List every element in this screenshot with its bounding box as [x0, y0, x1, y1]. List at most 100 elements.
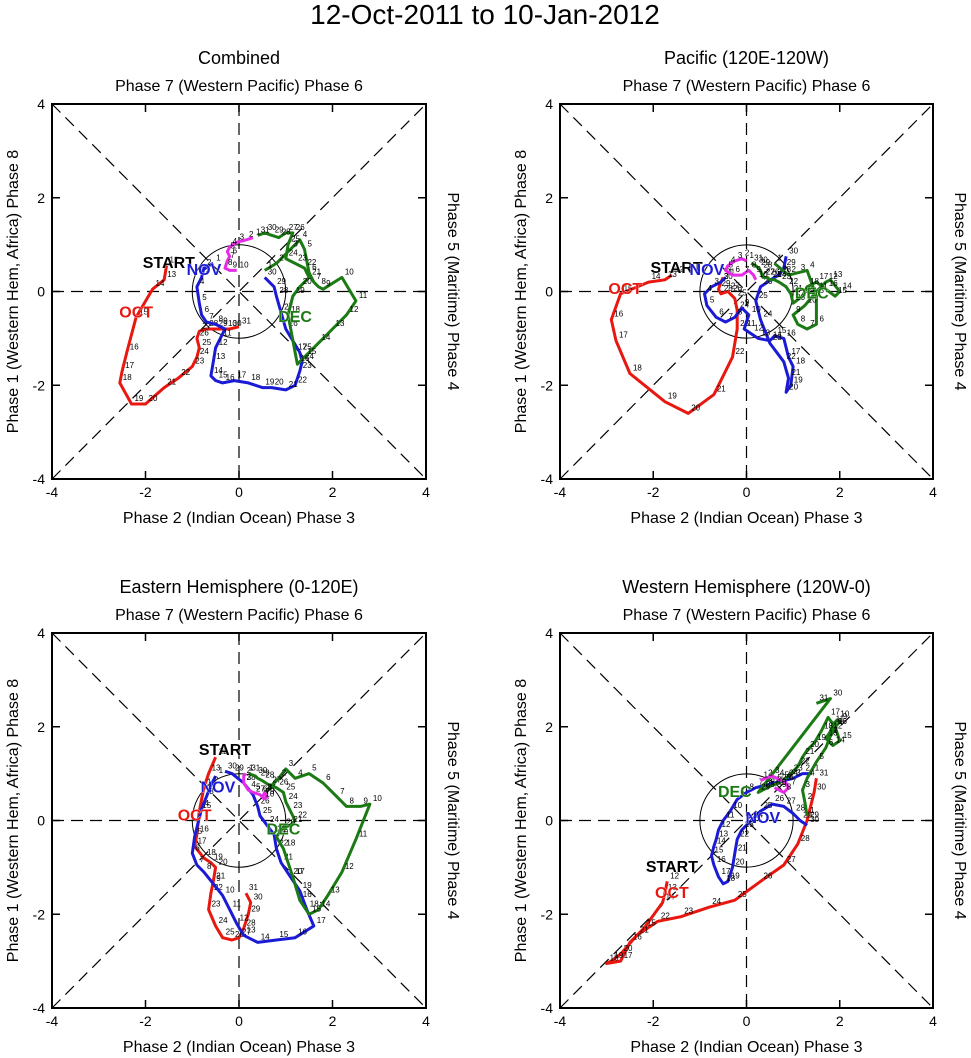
day-label: 15 — [312, 904, 321, 913]
day-label: 9 — [270, 787, 275, 796]
day-label: 28 — [724, 284, 733, 293]
day-label: 20 — [810, 740, 819, 749]
trajectory-oct — [605, 778, 818, 965]
day-label: 28 — [801, 834, 810, 843]
day-label: 8 — [787, 782, 792, 791]
panel-title: Eastern Hemisphere (0-120E) — [119, 577, 358, 597]
day-label: 10 — [733, 801, 742, 810]
bottom-axis-label: Phase 2 (Indian Ocean) Phase 3 — [630, 510, 862, 527]
y-tick-label: -2 — [541, 377, 554, 393]
x-tick-label: -4 — [554, 484, 567, 500]
day-label: 17 — [198, 836, 207, 845]
day-label: 9 — [233, 260, 238, 269]
day-label: 19 — [296, 286, 305, 295]
day-label: 15 — [219, 371, 228, 380]
day-label: 16 — [838, 717, 847, 726]
day-label: 29 — [761, 258, 770, 267]
day-label: 6 — [205, 305, 210, 314]
day-label: 15 — [715, 846, 724, 855]
day-label: 26 — [733, 284, 742, 293]
day-label: 22 — [181, 368, 190, 377]
day-label: 23 — [293, 801, 302, 810]
panel-title: Combined — [198, 48, 280, 68]
day-label: 26 — [763, 277, 772, 286]
day-label: 17 — [831, 707, 840, 716]
day-label: 22 — [740, 829, 749, 838]
day-label: 8 — [801, 314, 806, 323]
day-label: 12 — [829, 272, 838, 281]
day-label: 17 — [296, 867, 305, 876]
day-label: 31 — [726, 267, 735, 276]
day-label: 4 — [251, 780, 256, 789]
day-label: 16 — [300, 354, 309, 363]
day-label: 28 — [763, 260, 772, 269]
month-label-nov: NOV — [745, 810, 780, 827]
day-label: 26 — [770, 267, 779, 276]
y-tick-label: 4 — [37, 96, 45, 112]
day-label: 25 — [738, 289, 747, 298]
day-label: 2 — [724, 272, 729, 281]
day-label: 2 — [805, 764, 810, 773]
x-tick-label: -4 — [46, 484, 59, 500]
panel-3: Eastern Hemisphere (0-120E) Phase 7 (West… — [5, 577, 461, 1056]
day-label: 18 — [291, 305, 300, 314]
day-label: 7 — [833, 726, 838, 735]
month-label-start: START — [199, 742, 251, 759]
day-label: 13 — [331, 886, 340, 895]
day-label: 31 — [754, 253, 763, 262]
day-label: 2 — [808, 792, 813, 801]
day-label: 17 — [619, 331, 628, 340]
day-label: 19 — [794, 375, 803, 384]
day-label: 24 — [712, 897, 721, 906]
day-label: 19 — [614, 951, 623, 960]
day-label: 20 — [293, 867, 302, 876]
day-label: 14 — [214, 366, 223, 375]
day-label: 23 — [212, 900, 221, 909]
day-label: 8 — [350, 796, 355, 805]
day-label: 26 — [289, 319, 298, 328]
day-label: 29 — [275, 225, 284, 234]
phase-divider-diagonal — [51, 632, 427, 1009]
day-label: 20 — [736, 857, 745, 866]
day-label: 4 — [731, 256, 736, 265]
left-axis-label: Phase 1 (Western Hem, Africa) Phase 8 — [513, 150, 530, 433]
day-label: 6 — [768, 775, 773, 784]
day-label: 2 — [745, 249, 750, 258]
day-label: 25 — [202, 338, 211, 347]
day-label: 19 — [134, 394, 143, 403]
day-label: 2 — [214, 775, 219, 784]
day-label: 3 — [805, 780, 810, 789]
day-label: 28 — [782, 265, 791, 274]
day-label: 2 — [791, 265, 796, 274]
day-label: 11 — [223, 328, 232, 337]
day-label: 27 — [256, 785, 265, 794]
x-tick-label: 2 — [836, 1013, 844, 1029]
day-label: 13 — [336, 319, 345, 328]
day-label: 1 — [249, 764, 254, 773]
trajectory-oct — [118, 265, 240, 406]
day-label: 28 — [265, 771, 274, 780]
day-label: 29 — [810, 811, 819, 820]
day-label: 3 — [715, 277, 720, 286]
day-label: 25 — [763, 801, 772, 810]
y-tick-label: -2 — [541, 906, 554, 922]
day-label: 28 — [282, 228, 291, 237]
day-label: 14 — [717, 836, 726, 845]
trajectory-nov — [710, 772, 812, 886]
y-tick-label: -4 — [541, 471, 554, 487]
x-tick-label: 0 — [743, 484, 751, 500]
day-label: 17 — [298, 342, 307, 351]
day-label: 14 — [843, 282, 852, 291]
day-label: 15 — [838, 286, 847, 295]
y-tick-label: -4 — [33, 471, 46, 487]
day-label: 18 — [286, 839, 295, 848]
month-label-dec: DEC — [278, 309, 312, 326]
day-label: 10 — [759, 270, 768, 279]
day-label: 9 — [223, 317, 228, 326]
day-label: 17 — [317, 916, 326, 925]
day-label: 2 — [768, 768, 773, 777]
day-label: 7 — [265, 787, 270, 796]
day-label: 14 — [261, 932, 270, 941]
day-label: 6 — [233, 246, 238, 255]
day-label: 10 — [752, 305, 761, 314]
